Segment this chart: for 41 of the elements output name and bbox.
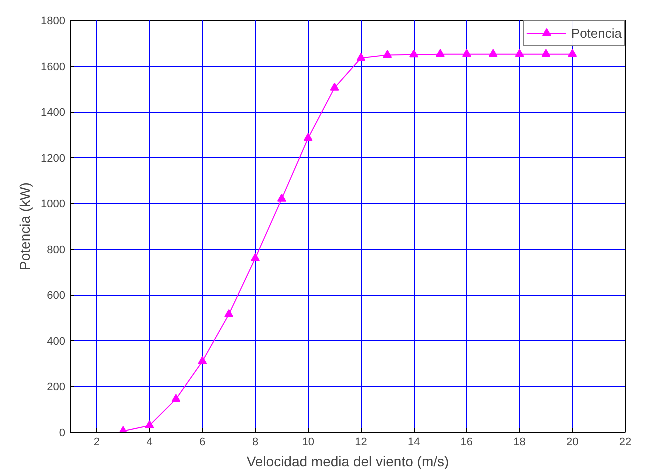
y-tick-label: 800 — [47, 244, 66, 256]
point — [145, 420, 154, 428]
x-tick-label: 22 — [619, 436, 632, 448]
point — [515, 49, 524, 58]
point — [488, 49, 498, 58]
y-axis-title: Potencia (kW) — [17, 182, 34, 270]
x-tick-label: 12 — [355, 436, 368, 448]
y-tick-label: 0 — [59, 428, 66, 440]
x-tick-label: 2 — [94, 436, 100, 448]
y-tick-label: 1400 — [41, 107, 66, 120]
point — [172, 394, 181, 402]
y-tick-label: 600 — [47, 290, 66, 302]
y-tick-label: 1600 — [41, 61, 66, 74]
point — [383, 50, 392, 58]
x-tick-label: 8 — [252, 436, 259, 448]
x-tick-label: 16 — [460, 436, 474, 448]
x-tick-label: 4 — [146, 436, 153, 448]
legend-label: Potencia — [571, 26, 622, 40]
point — [330, 82, 340, 91]
point — [224, 310, 234, 318]
point — [356, 53, 366, 62]
y-tick-label: 1200 — [41, 152, 66, 165]
point — [251, 253, 260, 262]
x-tick-label: 20 — [566, 436, 579, 448]
point — [542, 49, 551, 58]
y-tick-label: 400 — [47, 336, 66, 348]
x-tick-label: 18 — [514, 436, 526, 448]
y-tick-label: 1800 — [41, 16, 66, 28]
x-tick-label: 14 — [408, 436, 420, 448]
point — [277, 194, 286, 202]
point — [198, 356, 208, 364]
x-tick-label: 6 — [200, 436, 206, 448]
point — [462, 49, 472, 58]
point — [436, 49, 445, 58]
x-axis-title: Velocidad media del viento (m/s) — [246, 454, 450, 470]
y-tick-label: 1000 — [41, 198, 66, 211]
point — [304, 133, 313, 142]
point — [568, 49, 578, 58]
x-tick-label: 10 — [302, 436, 314, 448]
y-tick-label: 200 — [47, 382, 66, 394]
point — [410, 50, 419, 58]
